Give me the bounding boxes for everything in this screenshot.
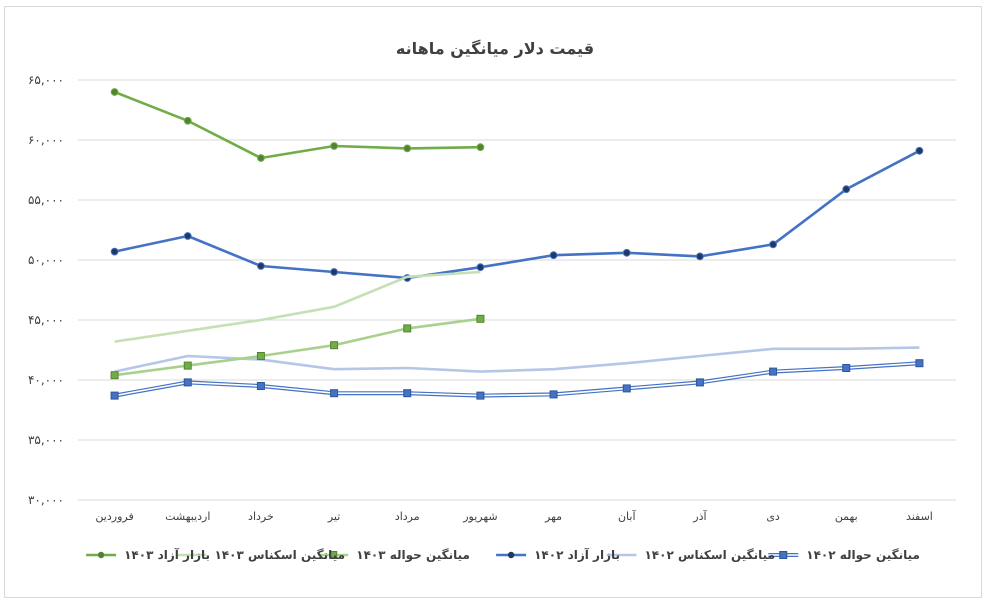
data-point bbox=[257, 262, 265, 270]
data-point bbox=[696, 252, 704, 261]
data-point bbox=[256, 382, 265, 390]
legend-label: میانگین اسکناس ۱۴۰۳ bbox=[214, 548, 345, 562]
y-tick-label: ۴۰,۰۰۰ bbox=[28, 373, 64, 387]
data-point bbox=[769, 367, 778, 376]
y-tick-label: ۳۵,۰۰۰ bbox=[28, 433, 64, 447]
chart-frame bbox=[4, 6, 982, 598]
series-2 bbox=[114, 346, 920, 373]
legend-item: بازار آزاد ۱۴۰۲ bbox=[496, 547, 620, 562]
data-point bbox=[330, 389, 339, 398]
legend-marker bbox=[779, 551, 788, 559]
data-point bbox=[330, 268, 338, 276]
data-point bbox=[110, 247, 119, 256]
x-tick-label: تیر bbox=[327, 510, 340, 523]
data-point bbox=[183, 116, 192, 125]
data-point bbox=[110, 391, 119, 400]
x-tick-label: اردیبهشت bbox=[165, 510, 210, 523]
x-tick-label: مهر bbox=[544, 510, 562, 523]
data-point bbox=[476, 391, 485, 400]
legend-item: میانگین اسکناس ۱۴۰۳ bbox=[176, 548, 345, 562]
y-tick-label: ۳۰,۰۰۰ bbox=[28, 493, 64, 507]
series-line bbox=[114, 317, 481, 377]
data-point bbox=[915, 146, 924, 155]
data-point bbox=[110, 88, 119, 96]
x-tick-label: آذر bbox=[692, 509, 707, 523]
y-tick-label: ۶۰,۰۰۰ bbox=[28, 133, 64, 147]
x-tick-label: خرداد bbox=[248, 510, 274, 523]
series-1 bbox=[110, 359, 924, 400]
x-tick-label: شهریور bbox=[462, 510, 497, 523]
grid-layer bbox=[78, 79, 956, 501]
data-point bbox=[110, 371, 119, 380]
series-6 bbox=[110, 88, 485, 162]
legend-label: بازار آزاد ۱۴۰۲ bbox=[534, 547, 620, 562]
data-point bbox=[769, 240, 777, 249]
chart-title: قیمت دلار میانگین ماهانه bbox=[396, 39, 594, 58]
data-point bbox=[549, 251, 558, 260]
data-point bbox=[256, 352, 265, 360]
series-line-inner bbox=[114, 362, 920, 397]
legend: میانگین حواله ۱۴۰۲ میانگین اسکناس ۱۴۰۲ باز… bbox=[86, 547, 920, 563]
y-tick-label: ۶۵,۰۰۰ bbox=[28, 73, 64, 87]
series-5 bbox=[114, 270, 481, 343]
data-point bbox=[330, 341, 339, 350]
data-point bbox=[476, 143, 485, 152]
legend-item: بازار آزاد ۱۴۰۳ bbox=[86, 547, 210, 562]
legend-label: میانگین اسکناس ۱۴۰۲ bbox=[644, 548, 775, 562]
data-point bbox=[257, 154, 265, 162]
data-point bbox=[842, 364, 851, 372]
data-point bbox=[842, 185, 851, 194]
data-point bbox=[403, 389, 412, 398]
data-point bbox=[183, 378, 192, 387]
series-layer bbox=[110, 88, 924, 400]
data-point bbox=[622, 248, 631, 257]
series-3 bbox=[110, 146, 924, 282]
legend-marker bbox=[329, 551, 338, 559]
data-point bbox=[476, 263, 485, 272]
legend-item: میانگین حواله ۱۴۰۲ bbox=[768, 548, 920, 563]
legend-label: میانگین حواله ۱۴۰۳ bbox=[356, 548, 470, 563]
data-point bbox=[695, 378, 704, 387]
legend-label: میانگین حواله ۱۴۰۲ bbox=[806, 548, 920, 563]
series-4 bbox=[110, 314, 485, 380]
legend-marker bbox=[507, 551, 515, 559]
x-tick-label: آبان bbox=[618, 509, 636, 523]
y-tick-label: ۴۵,۰۰۰ bbox=[28, 313, 64, 327]
legend-label: بازار آزاد ۱۴۰۳ bbox=[124, 547, 210, 562]
data-point bbox=[549, 390, 558, 399]
series-line bbox=[114, 90, 481, 160]
y-axis: ۳۰,۰۰۰ ۳۵,۰۰۰ ۴۰,۰۰۰ ۴۵,۰۰۰ ۵۰,۰۰۰ ۵۵,۰۰۰ ۶۰,۰… bbox=[28, 73, 64, 507]
data-point bbox=[403, 144, 412, 153]
data-point bbox=[330, 142, 338, 150]
series-line bbox=[114, 270, 481, 343]
x-tick-label: مرداد bbox=[395, 510, 420, 523]
y-tick-label: ۵۵,۰۰۰ bbox=[28, 193, 64, 207]
data-point bbox=[915, 359, 924, 368]
data-point bbox=[183, 361, 192, 370]
x-tick-label: فروردین bbox=[95, 510, 133, 523]
x-tick-label: دی bbox=[766, 510, 780, 523]
legend-item: میانگین حواله ۱۴۰۳ bbox=[318, 548, 470, 563]
y-tick-label: ۵۰,۰۰۰ bbox=[28, 253, 64, 267]
series-line bbox=[114, 149, 921, 280]
x-tick-label: بهمن bbox=[835, 510, 858, 523]
data-point bbox=[476, 314, 485, 323]
series-line bbox=[114, 346, 920, 373]
series-line-outer bbox=[114, 361, 920, 398]
legend-marker bbox=[97, 551, 105, 559]
x-tick-label: اسفند bbox=[906, 510, 933, 523]
data-point bbox=[183, 232, 192, 240]
data-point bbox=[403, 324, 412, 333]
x-axis: فروردین اردیبهشت خرداد تیر مرداد شهریور مهر آبا… bbox=[95, 509, 932, 523]
data-point bbox=[622, 384, 631, 393]
legend-item: میانگین اسکناس ۱۴۰۲ bbox=[606, 548, 775, 562]
